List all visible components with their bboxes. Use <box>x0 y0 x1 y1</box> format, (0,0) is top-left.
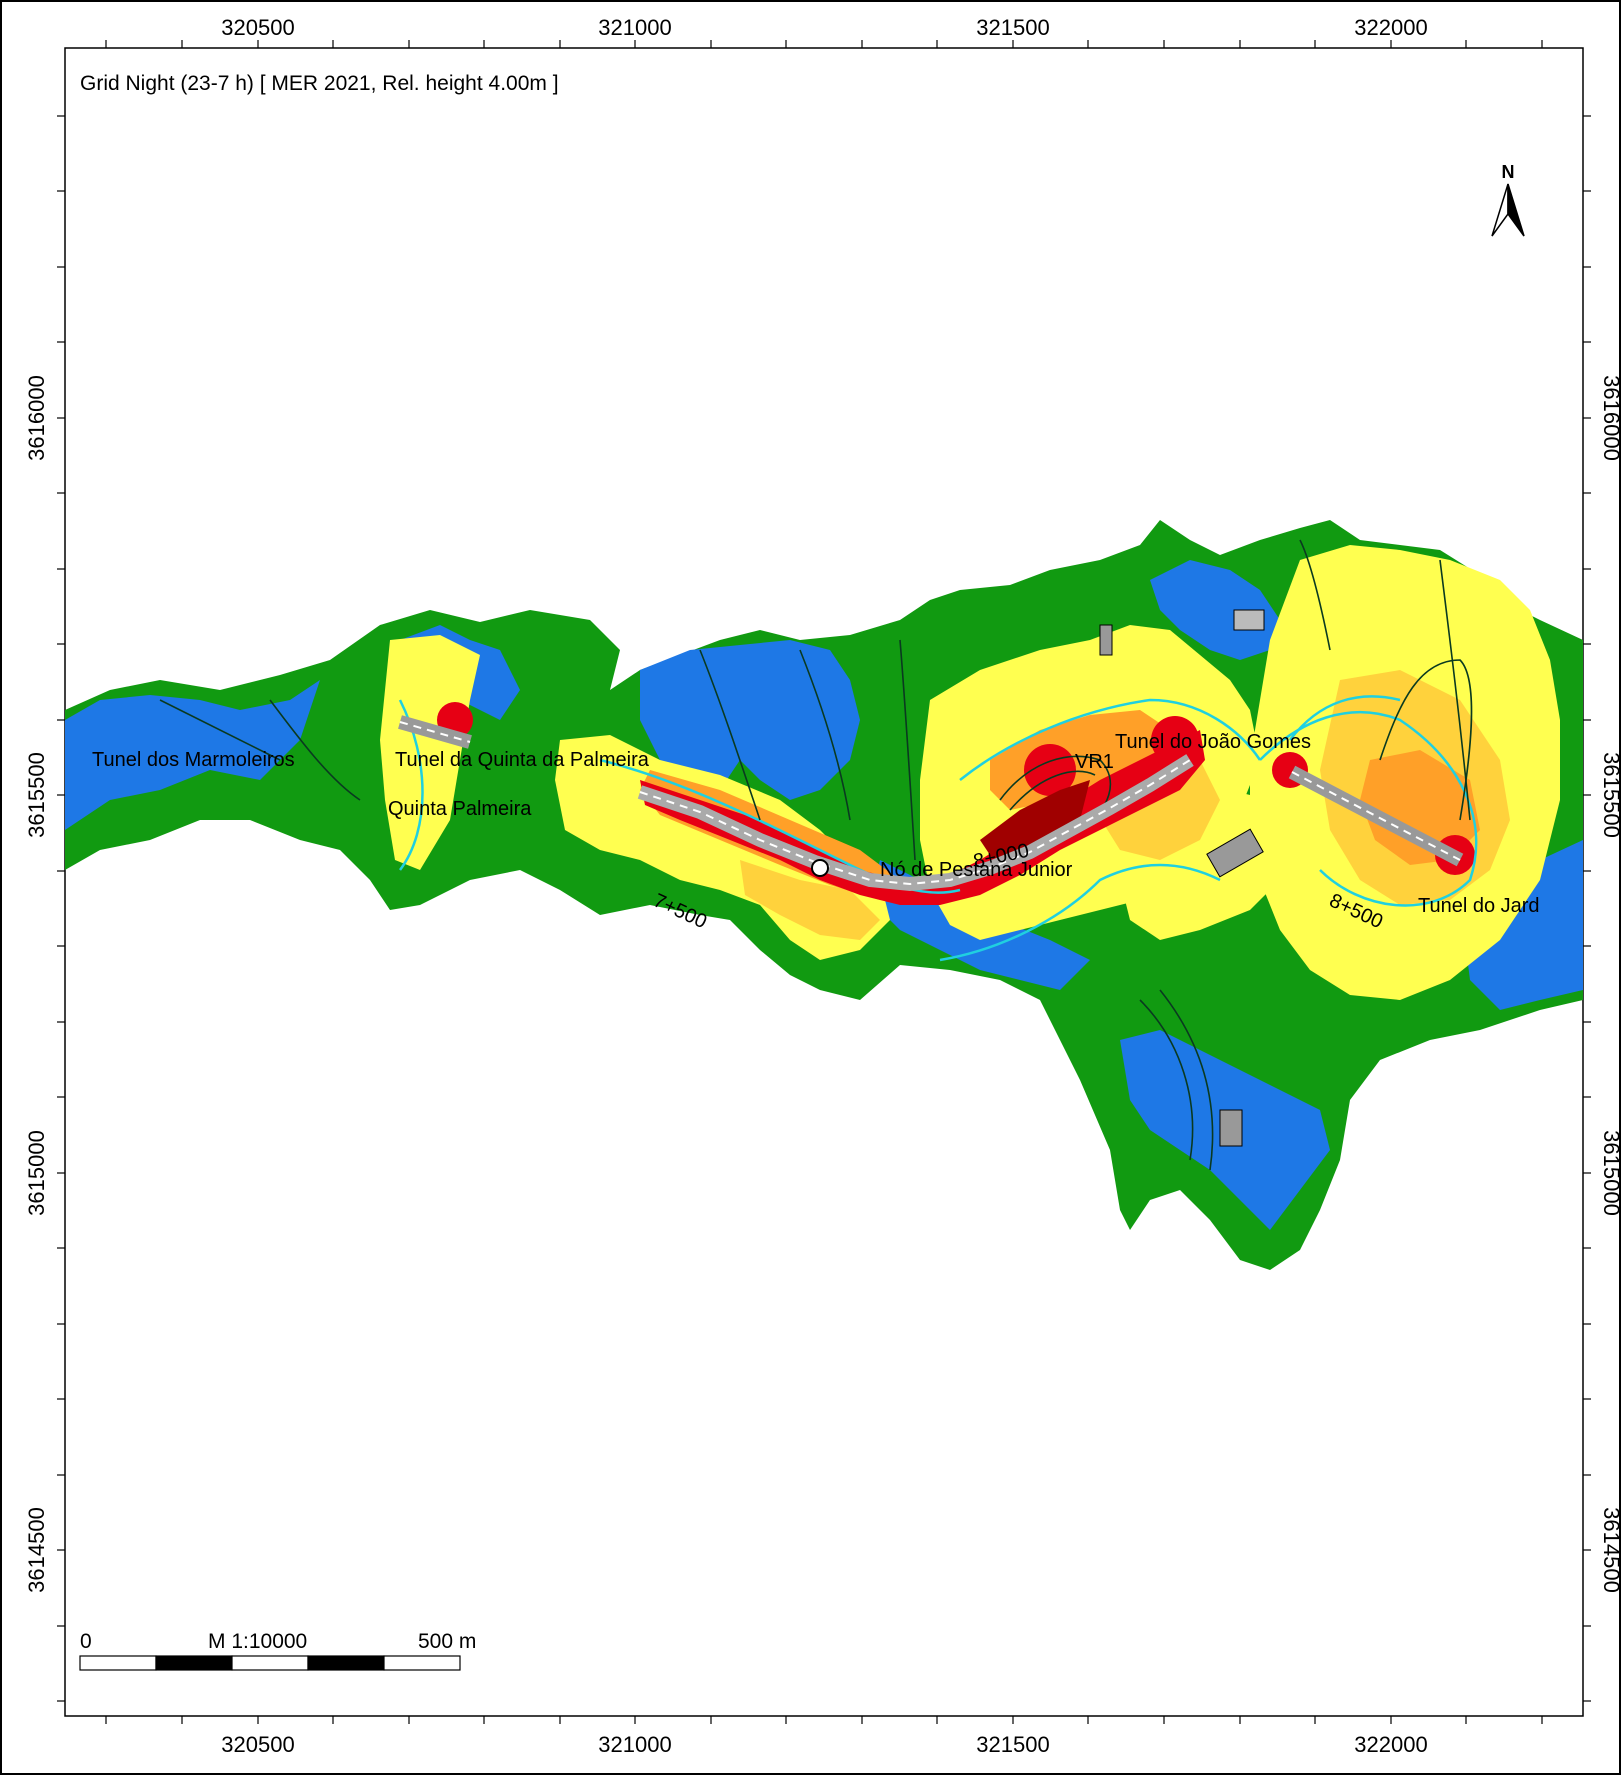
building <box>1233 609 1265 631</box>
y-tick-label: 3615000 <box>1599 1130 1621 1216</box>
road-segments <box>398 715 1464 892</box>
label-tunnel-marmoleiros: Tunel dos Marmoleiros <box>92 749 295 771</box>
x-tick-label: 321000 <box>598 15 671 40</box>
road-main-centerline <box>639 759 1191 886</box>
scale-distance-label: 500 m <box>418 1630 476 1653</box>
x-axis-labels-top: 320500 321000 321500 322000 <box>221 15 1427 40</box>
building <box>1219 1109 1243 1147</box>
road-tunnel <box>1291 771 1461 861</box>
scale-ratio-label: M 1:10000 <box>208 1630 307 1653</box>
label-no-pestana-junior: Nó de Pestana Junior <box>880 859 1073 881</box>
noise-zone-yellow <box>380 635 480 870</box>
noise-zone-blue <box>65 680 320 830</box>
y-tick-label: 3615500 <box>24 752 49 838</box>
label-tunnel-joao-gomes: Tunel do João Gomes <box>1115 731 1311 753</box>
noise-zone-blue <box>640 640 860 800</box>
x-tick-label: 321500 <box>976 15 1049 40</box>
contour-lines <box>398 695 1478 962</box>
label-tunnel-jardim: Tunel do Jard <box>1418 895 1540 917</box>
scale-bar: 0 M 1:10000 500 m <box>79 1630 476 1671</box>
noise-zone-blue <box>1460 840 1583 1010</box>
x-tick-label: 322000 <box>1354 15 1427 40</box>
y-tick-label: 3615500 <box>1599 752 1621 838</box>
y-tick-label: 3615000 <box>24 1130 49 1216</box>
y-axis-labels-right: 3616000 3615500 3615000 3614500 <box>1599 375 1621 1593</box>
y-tick-label: 3614500 <box>1599 1507 1621 1593</box>
label-tunnel-quinta-palmeira: Tunel da Quinta da Palmeira <box>395 749 650 771</box>
building <box>1099 624 1113 656</box>
north-arrow-icon: N <box>1491 162 1525 237</box>
label-vr1: VR1 <box>1075 751 1114 773</box>
x-tick-label: 321500 <box>976 1732 1049 1757</box>
y-tick-label: 3616000 <box>24 375 49 461</box>
terrain-lines <box>159 539 1473 1171</box>
x-axis-labels-bottom: 320500 321000 321500 322000 <box>221 1732 1427 1757</box>
scale-zero-label: 0 <box>80 1630 92 1653</box>
junction-marker-icon <box>811 859 829 877</box>
x-tick-label: 321000 <box>598 1732 671 1757</box>
map-title: Grid Night (23-7 h) [ MER 2021, Rel. hei… <box>80 72 559 95</box>
x-tick-label: 322000 <box>1354 1732 1427 1757</box>
noise-zone-dark-red <box>980 780 1090 870</box>
y-tick-label: 3616000 <box>1599 375 1621 461</box>
x-tick-label: 320500 <box>221 15 294 40</box>
road-tunnel <box>399 721 471 743</box>
frame-ticks <box>57 40 1591 1724</box>
y-axis-labels-left: 3616000 3615500 3615000 3614500 <box>24 375 49 1593</box>
y-tick-label: 3614500 <box>24 1507 49 1593</box>
noise-zone-gold <box>740 860 880 940</box>
x-tick-label: 320500 <box>221 1732 294 1757</box>
building <box>1206 828 1264 878</box>
label-quinta-palmeira: Quinta Palmeira <box>388 798 532 820</box>
north-arrow-label: N <box>1502 162 1515 182</box>
noise-hotspot-red <box>1151 716 1199 764</box>
noise-zone-blue <box>1150 560 1280 660</box>
